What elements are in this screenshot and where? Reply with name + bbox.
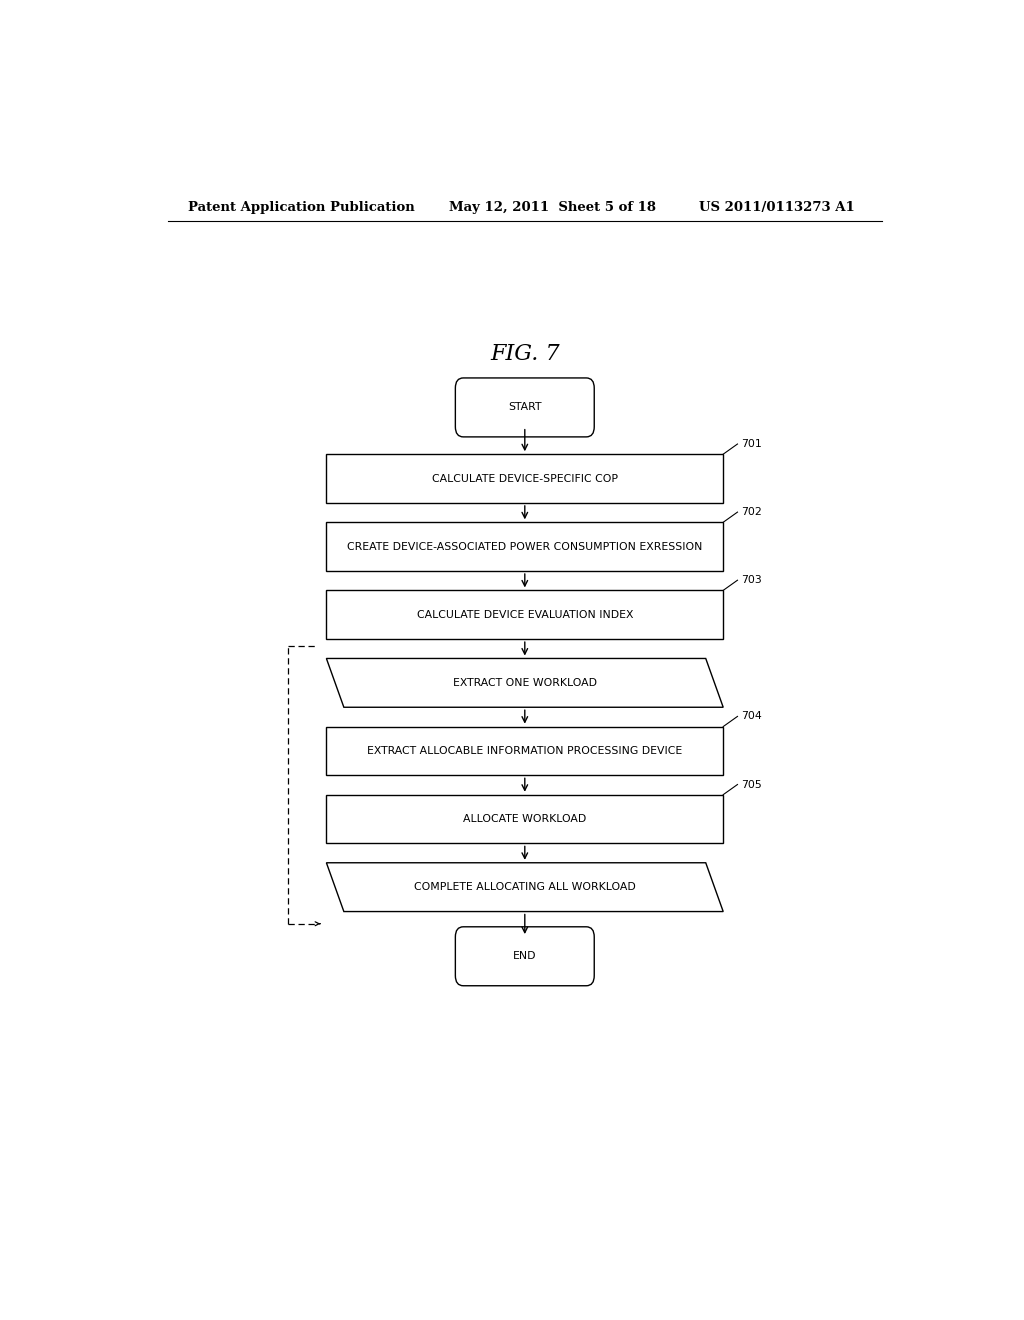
- Bar: [327, 726, 723, 775]
- Text: 701: 701: [741, 440, 762, 449]
- Text: 705: 705: [741, 780, 762, 789]
- Polygon shape: [327, 863, 723, 912]
- FancyBboxPatch shape: [456, 378, 594, 437]
- Text: 702: 702: [741, 507, 762, 517]
- Bar: [327, 523, 723, 572]
- Text: 703: 703: [741, 576, 762, 585]
- Text: CALCULATE DEVICE-SPECIFIC COP: CALCULATE DEVICE-SPECIFIC COP: [432, 474, 617, 483]
- Text: CREATE DEVICE-ASSOCIATED POWER CONSUMPTION EXRESSION: CREATE DEVICE-ASSOCIATED POWER CONSUMPTI…: [347, 541, 702, 552]
- Bar: [327, 454, 723, 503]
- Text: FIG. 7: FIG. 7: [490, 343, 559, 364]
- Text: Patent Application Publication: Patent Application Publication: [187, 201, 415, 214]
- Text: END: END: [513, 952, 537, 961]
- Text: COMPLETE ALLOCATING ALL WORKLOAD: COMPLETE ALLOCATING ALL WORKLOAD: [414, 882, 636, 892]
- Text: START: START: [508, 403, 542, 412]
- Text: EXTRACT ONE WORKLOAD: EXTRACT ONE WORKLOAD: [453, 678, 597, 688]
- Text: 704: 704: [741, 711, 762, 722]
- Text: ALLOCATE WORKLOAD: ALLOCATE WORKLOAD: [463, 814, 587, 824]
- FancyBboxPatch shape: [456, 927, 594, 986]
- Text: CALCULATE DEVICE EVALUATION INDEX: CALCULATE DEVICE EVALUATION INDEX: [417, 610, 633, 620]
- Polygon shape: [327, 659, 723, 708]
- Bar: [327, 590, 723, 639]
- Text: May 12, 2011  Sheet 5 of 18: May 12, 2011 Sheet 5 of 18: [450, 201, 656, 214]
- Text: EXTRACT ALLOCABLE INFORMATION PROCESSING DEVICE: EXTRACT ALLOCABLE INFORMATION PROCESSING…: [368, 746, 682, 756]
- Text: US 2011/0113273 A1: US 2011/0113273 A1: [699, 201, 855, 214]
- Bar: [327, 795, 723, 843]
